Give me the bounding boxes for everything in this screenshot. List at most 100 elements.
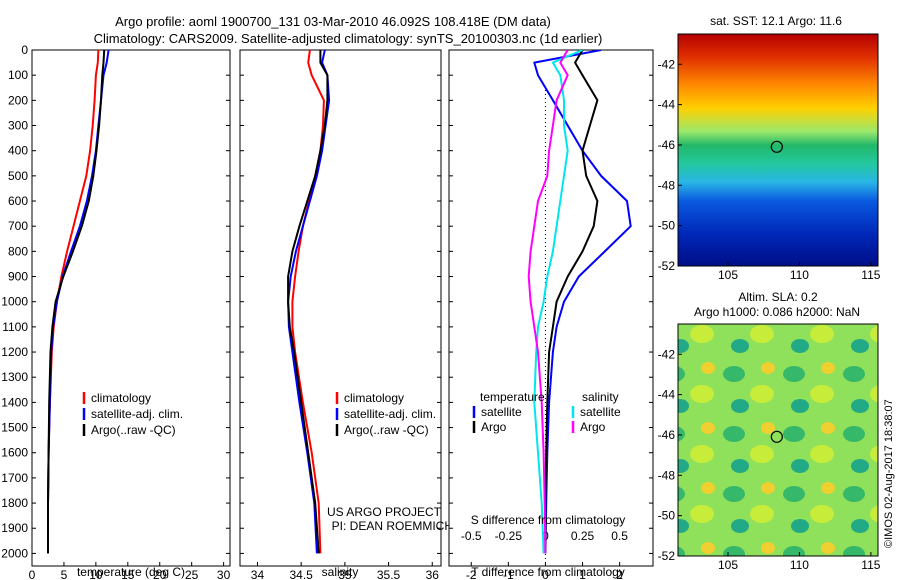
series-line-salinity-argo <box>527 50 569 554</box>
x-tick-label: 10 <box>89 568 103 580</box>
salinity-legend: climatology satellite-adj. clim. Argo(..… <box>335 391 436 437</box>
credit-project: US ARGO PROJECT <box>327 505 442 519</box>
map-x-tick-label: 110 <box>790 558 809 572</box>
depth-tick-label: 1600 <box>1 446 28 460</box>
depth-tick-label: 900 <box>8 270 28 284</box>
depth-tick-label: 1700 <box>1 471 28 485</box>
depth-tick-label: 300 <box>8 119 28 133</box>
map-y-tick-label: -44 <box>658 98 676 112</box>
difference-secondary-ticks: -0.5 -0.25 0 0.25 0.5 <box>461 529 628 543</box>
map-x-tick-label: 115 <box>861 268 880 282</box>
legend-label-temperature-argo: Argo <box>481 420 507 434</box>
temperature-series <box>47 50 110 554</box>
map-y-tick-label: -50 <box>658 219 676 233</box>
depth-tick-label: 200 <box>8 93 28 107</box>
salinity-series <box>287 50 331 554</box>
legend-label-satellite: satellite-adj. clim. <box>344 407 436 421</box>
legend-label-climatology: climatology <box>344 391 404 405</box>
map-y-tick-label: -48 <box>658 178 676 192</box>
legend-label-salinity-argo: Argo <box>580 420 606 434</box>
x-tick-label: 30 <box>217 568 231 580</box>
map-y-tick-label: -52 <box>658 259 676 273</box>
difference-xlabel: T difference from climatology <box>471 565 625 579</box>
map-y-tick-label: -52 <box>658 549 676 563</box>
figure-title-line1: Argo profile: aoml 1900700_131 03-Mar-20… <box>115 14 551 29</box>
series-line-temperature-satellite <box>533 50 632 554</box>
difference-legend: temperature satellite Argo salinity sate… <box>472 390 621 434</box>
series-line-climatology <box>291 50 325 554</box>
salinity-axes-box <box>239 49 442 567</box>
difference-panel: -2 -1 0 1 2 -0.5 -0.25 0 0.25 0.5 T difference f… <box>448 49 654 580</box>
difference-x-ticks: -2 -1 0 1 2 <box>449 49 653 580</box>
depth-tick-label: 1200 <box>1 345 28 359</box>
sla-map-field <box>677 323 879 557</box>
depth-tick-label: 600 <box>8 194 28 208</box>
argo-position-marker-sst <box>770 140 783 153</box>
legend-title-salinity: salinity <box>582 390 619 404</box>
depth-tick-label: 1100 <box>2 320 28 334</box>
depth-tick-label: 1800 <box>1 496 28 510</box>
x-tick-label: 36 <box>426 568 440 580</box>
sla-map-panel: Altim. SLA: 0.2 Argo h1000: 0.086 h2000:… <box>658 290 881 572</box>
map-x-tick-label: 105 <box>718 558 738 572</box>
map-y-tick-label: -46 <box>658 138 676 152</box>
x-tick-label: 5 <box>61 568 68 580</box>
secondary-tick-label: -0.25 <box>495 529 523 543</box>
x-tick-label: 15 <box>121 568 135 580</box>
temperature-legend: climatology satellite-adj. clim. Argo(..… <box>82 391 183 437</box>
legend-label-satellite: satellite-adj. clim. <box>91 407 183 421</box>
x-tick-label: 20 <box>153 568 167 580</box>
depth-tick-label: 1300 <box>1 370 28 384</box>
depth-tick-label: 400 <box>8 144 28 158</box>
x-tick-label: 25 <box>185 568 199 580</box>
depth-tick-label: 100 <box>8 68 28 82</box>
legend-label-climatology: climatology <box>91 391 151 405</box>
x-tick-label: 0 <box>29 568 36 580</box>
x-tick-label: 35.5 <box>377 568 401 580</box>
sla-map-subtitle: Argo h1000: 0.086 h2000: NaN <box>694 305 860 319</box>
map-x-tick-label: 115 <box>861 558 880 572</box>
x-tick-label: -2 <box>466 568 477 580</box>
depth-tick-label: 2000 <box>1 546 28 560</box>
credit-pi: PI: DEAN ROEMMICH <box>332 519 453 533</box>
difference-series <box>527 50 632 554</box>
x-tick-label: 34.5 <box>289 568 313 580</box>
figure-title-line2: Climatology: CARS2009. Satellite-adjuste… <box>94 31 603 46</box>
salinity-depth-ticks <box>240 49 441 554</box>
temperature-panel: 0100200300400500600700800900100011001200… <box>1 43 230 580</box>
salinity-xlabel: salinity <box>322 565 359 579</box>
depth-tick-label: 700 <box>8 219 28 233</box>
depth-tick-label: 500 <box>8 169 28 183</box>
x-tick-label: 1 <box>579 568 586 580</box>
depth-tick-label: 1000 <box>1 295 28 309</box>
salinity-x-ticks: 34 34.5 35 35.5 36 <box>251 562 439 580</box>
imos-watermark: ©IMOS 02-Aug-2017 18:38:07 <box>883 399 895 548</box>
series-line-satellite-adj-clim- <box>287 50 331 554</box>
sla-map-title: Altim. SLA: 0.2 <box>738 290 818 304</box>
difference-axes-box <box>448 49 654 567</box>
sst-map-field <box>677 33 879 267</box>
legend-label-argo: Argo(..raw -QC) <box>344 423 429 437</box>
secondary-tick-label: 0.25 <box>571 529 595 543</box>
map-y-tick-label: -48 <box>658 468 676 482</box>
map-x-tick-label: 105 <box>718 268 738 282</box>
x-tick-label: 0 <box>542 568 549 580</box>
map-y-tick-label: -50 <box>658 509 676 523</box>
sst-map-panel: sat. SST: 12.1 Argo: 11.6 105 110 115 -42 -4… <box>658 14 881 282</box>
series-line-temperature-argo <box>544 50 599 554</box>
depth-tick-label: 1400 <box>1 395 28 409</box>
x-tick-label: 34 <box>251 568 265 580</box>
argo-position-marker-sla <box>770 430 783 443</box>
series-line-argo-raw-qc- <box>47 50 106 554</box>
difference-secondary-xlabel: S difference from climatology <box>471 513 626 527</box>
map-y-tick-label: -42 <box>658 347 676 361</box>
depth-tick-label: 800 <box>8 244 28 258</box>
depth-tick-label: 1900 <box>1 521 28 535</box>
sla-map-ticks: 105 110 115 -42 -44 -46 -48 -50 -52 <box>658 347 881 572</box>
legend-label-temperature-satellite: satellite <box>481 405 522 419</box>
depth-tick-label: 0 <box>21 43 28 57</box>
temperature-xlabel: temperature (deg C) <box>77 565 185 579</box>
x-tick-label: -1 <box>503 568 514 580</box>
x-tick-label: 35 <box>338 568 352 580</box>
